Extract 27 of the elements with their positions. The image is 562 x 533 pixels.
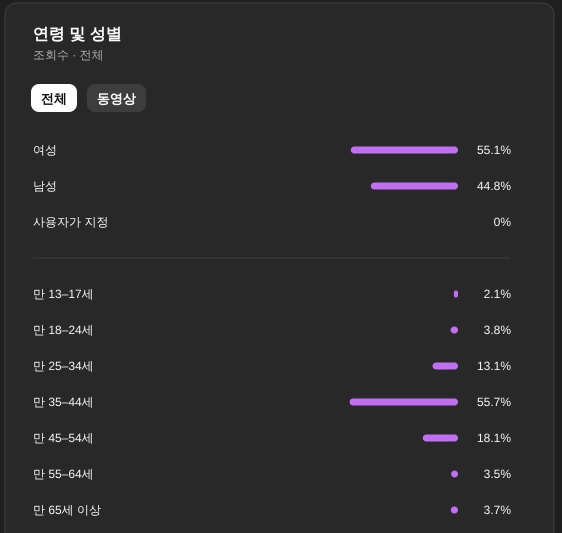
y-tick-label: 만 65세 이상 [33, 503, 102, 517]
bar [432, 362, 458, 370]
text: 동영상 [97, 91, 136, 106]
text: 전체 [41, 91, 67, 106]
y-tick-label: 만 55–64세 [33, 467, 94, 481]
y-tick-label: 남성 [33, 179, 57, 193]
y-tick-label: 만 35–44세 [33, 395, 94, 409]
text: 조회수 · 전체 [33, 48, 104, 62]
data-label: 0% [494, 215, 512, 229]
y-tick-label: 만 13–17세 [33, 287, 94, 301]
data-label: 3.7% [484, 503, 512, 517]
data-label: 2.1% [484, 287, 512, 301]
data-label: 55.7% [476, 395, 512, 409]
y-tick-label: 만 45–54세 [33, 431, 94, 445]
y-tick-label: 만 18–24세 [33, 323, 94, 337]
data-label: 55.1% [476, 143, 512, 157]
y-tick-label: 만 25–34세 [33, 359, 94, 373]
data-label: 18.1% [476, 431, 512, 445]
data-label: 3.8% [484, 323, 512, 337]
y-tick-label: 사용자가 지정 [33, 215, 108, 229]
data-label: 44.8% [476, 179, 512, 193]
text: 연령 및 성별 [33, 26, 122, 43]
bar [350, 398, 458, 406]
data-label: 13.1% [476, 359, 512, 373]
y-tick-label: 여성 [33, 143, 57, 157]
data-label: 3.5% [484, 467, 512, 481]
bar [422, 434, 458, 442]
